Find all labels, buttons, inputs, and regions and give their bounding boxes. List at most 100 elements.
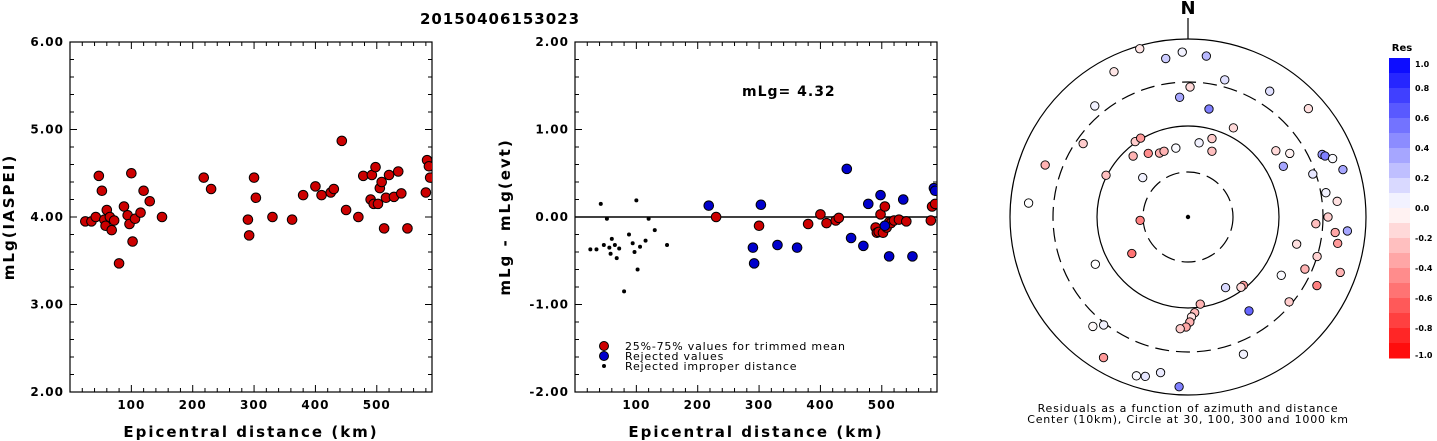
y-tick-label: 3.00 bbox=[30, 298, 64, 312]
station-residual-point bbox=[1207, 146, 1217, 156]
colorbar-cell bbox=[1389, 283, 1410, 299]
rejected-point bbox=[875, 189, 886, 201]
station-residual-point bbox=[1228, 123, 1239, 133]
colorbar-tick-label: -0.8 bbox=[1415, 324, 1433, 333]
data-point bbox=[420, 187, 432, 198]
data-point bbox=[378, 223, 390, 234]
station-residual-point bbox=[1300, 264, 1310, 274]
data-point bbox=[106, 224, 118, 236]
y-tick-label: 5.00 bbox=[30, 123, 64, 137]
legend-marker-trimmed bbox=[599, 341, 609, 351]
colorbar-cell bbox=[1389, 178, 1410, 194]
station-residual-point bbox=[1194, 138, 1204, 148]
station-residual-point bbox=[1323, 212, 1333, 222]
colorbar-cell bbox=[1389, 118, 1410, 134]
station-residual-point bbox=[1265, 86, 1275, 96]
rejected-point bbox=[862, 198, 874, 210]
data-point bbox=[297, 189, 309, 201]
improper-distance-point bbox=[646, 216, 651, 221]
improper-distance-point bbox=[638, 244, 643, 249]
colorbar-cell bbox=[1389, 298, 1410, 314]
station-residual-point bbox=[1238, 349, 1249, 359]
data-point bbox=[396, 188, 407, 199]
y-tick-label: 1.00 bbox=[535, 123, 569, 137]
station-residual-point bbox=[1078, 138, 1088, 149]
station-residual-point bbox=[1099, 320, 1109, 330]
station-residual-point bbox=[1303, 103, 1314, 114]
data-point bbox=[198, 172, 210, 183]
improper-distance-point bbox=[612, 243, 617, 247]
y-tick-label: 2.00 bbox=[535, 35, 569, 49]
station-residual-point bbox=[1312, 251, 1322, 262]
y-axis-label: mLg(IASPEI) bbox=[0, 154, 18, 280]
y-tick-label: -2.00 bbox=[529, 385, 569, 399]
rejected-point bbox=[791, 242, 803, 253]
ring-100km bbox=[1096, 125, 1280, 309]
station-residual-point bbox=[1140, 371, 1150, 382]
trimmed-mean-point bbox=[815, 209, 826, 220]
station-residual-point bbox=[1330, 227, 1340, 238]
data-point bbox=[376, 176, 387, 188]
x-tick-label: 100 bbox=[117, 398, 145, 412]
improper-distance-point bbox=[614, 256, 619, 261]
data-point bbox=[118, 201, 130, 212]
magnitude-vs-distance-plot: 2.00 3.00 4.00 5.00 6.00 100 200 300 400 500 Epic… bbox=[0, 35, 433, 441]
station-residual-point bbox=[1236, 282, 1246, 292]
station-residual-point bbox=[1332, 196, 1342, 206]
rejected-point bbox=[755, 199, 767, 211]
station-residual-point bbox=[1128, 151, 1138, 161]
improper-distance-point bbox=[630, 241, 635, 246]
station-residual-point bbox=[1177, 47, 1187, 57]
station-residual-point bbox=[1138, 172, 1148, 183]
trimmed-mean-point bbox=[710, 211, 722, 223]
data-point bbox=[144, 195, 156, 207]
x-tick-label: 500 bbox=[363, 398, 391, 412]
x-axis-label: Epicentral distance (km) bbox=[123, 423, 378, 441]
data-point bbox=[156, 211, 168, 223]
colorbar-cell bbox=[1389, 268, 1410, 284]
rejected-point bbox=[897, 194, 909, 205]
data-point bbox=[243, 230, 255, 241]
x-tick-label: 300 bbox=[240, 398, 268, 412]
colorbar-cell bbox=[1389, 223, 1410, 239]
trimmed-mean-point bbox=[901, 216, 912, 227]
data-point bbox=[93, 170, 105, 182]
rejected-point bbox=[858, 240, 869, 252]
station-residual-point bbox=[1220, 75, 1230, 85]
trimmed-mean-point bbox=[929, 198, 937, 210]
station-residual-point bbox=[1327, 153, 1338, 164]
rejected-point bbox=[748, 258, 760, 269]
north-label: N bbox=[1180, 0, 1195, 19]
caption-line-1: Residuals as a function of azimuth and d… bbox=[1038, 402, 1339, 415]
colorbar-cell bbox=[1389, 73, 1410, 89]
legend-label-trimmed: 25%-75% values for trimmed mean bbox=[625, 340, 846, 353]
x-tick-label: 400 bbox=[301, 398, 329, 412]
colorbar-tick-label: -1.0 bbox=[1415, 351, 1433, 360]
rejected-point bbox=[747, 242, 759, 253]
improper-distance-point bbox=[598, 201, 603, 206]
station-residual-point bbox=[1135, 215, 1145, 225]
station-residual-point bbox=[1320, 151, 1330, 161]
x-axis-label: Epicentral distance (km) bbox=[628, 423, 883, 441]
y-axis-label: mLg - mLg(evt) bbox=[496, 138, 514, 295]
station-residual-point bbox=[1159, 146, 1169, 156]
data-point bbox=[424, 172, 432, 183]
residual-vs-distance-plot: -2.00 -1.00 0.00 1.00 2.00 100 200 300 400 500 mL… bbox=[496, 35, 938, 441]
colorbar-tick-label: 0.0 bbox=[1415, 204, 1430, 213]
data-point bbox=[383, 169, 395, 181]
improper-distance-point bbox=[601, 243, 606, 247]
improper-distance-point bbox=[665, 243, 670, 247]
colorbar-tick-label: 0.8 bbox=[1415, 84, 1430, 93]
data-point bbox=[328, 183, 340, 195]
data-point bbox=[340, 204, 352, 216]
y-tick-label: -1.00 bbox=[529, 298, 569, 312]
data-point bbox=[286, 214, 298, 225]
improper-distance-point bbox=[617, 246, 622, 251]
rejected-point bbox=[841, 163, 853, 175]
station-residual-point bbox=[1207, 133, 1217, 144]
station-residual-point bbox=[1244, 306, 1254, 316]
data-point bbox=[392, 166, 404, 177]
data-point bbox=[357, 170, 369, 182]
station-residual-point bbox=[1135, 133, 1146, 143]
colorbar-cell bbox=[1389, 253, 1410, 269]
